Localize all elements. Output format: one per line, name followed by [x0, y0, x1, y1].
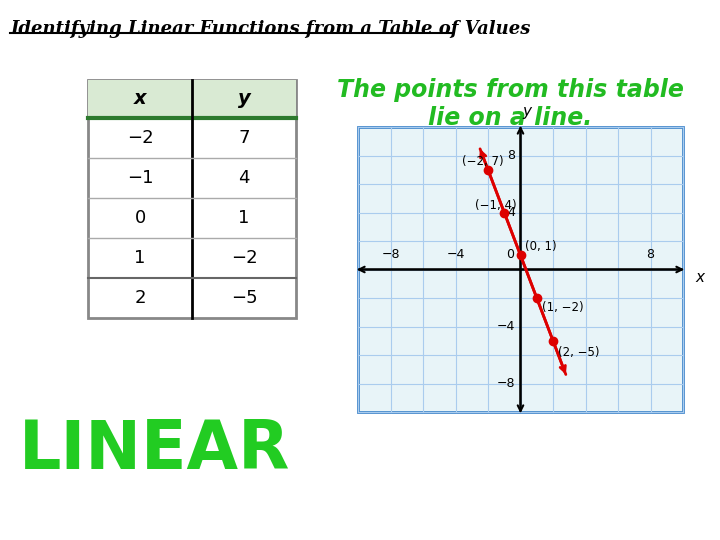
Text: −4: −4: [497, 320, 516, 333]
Text: −8: −8: [497, 377, 516, 390]
Text: 7: 7: [238, 129, 250, 147]
Text: x: x: [134, 90, 146, 109]
Text: 8: 8: [647, 247, 654, 260]
Text: −5: −5: [230, 289, 257, 307]
Text: LINEAR: LINEAR: [19, 417, 291, 483]
Text: (−2, 7): (−2, 7): [462, 154, 503, 168]
Text: Identifying Linear Functions from a Table of Values: Identifying Linear Functions from a Tabl…: [10, 20, 531, 38]
Text: −1: −1: [127, 169, 153, 187]
Text: 0: 0: [135, 209, 145, 227]
Text: y: y: [522, 104, 531, 119]
Text: 1: 1: [135, 249, 145, 267]
Bar: [88, 80, 296, 118]
Text: −4: −4: [446, 247, 464, 260]
Text: x: x: [695, 270, 704, 285]
Text: 4: 4: [238, 169, 250, 187]
Text: y: y: [238, 90, 251, 109]
Text: −2: −2: [230, 249, 257, 267]
Text: 0: 0: [506, 247, 515, 260]
Text: 1: 1: [238, 209, 250, 227]
Text: 4: 4: [508, 206, 516, 219]
Text: −2: −2: [127, 129, 153, 147]
Text: The points from this table
lie on a line.: The points from this table lie on a line…: [336, 78, 683, 130]
Text: (0, 1): (0, 1): [526, 240, 557, 253]
Text: 2: 2: [134, 289, 145, 307]
Text: −8: −8: [382, 247, 400, 260]
Bar: [358, 127, 683, 412]
Text: (1, −2): (1, −2): [541, 301, 583, 314]
Text: (−1, 4): (−1, 4): [475, 199, 517, 212]
Text: 8: 8: [508, 149, 516, 162]
Bar: [88, 80, 296, 318]
Text: (2, −5): (2, −5): [558, 346, 599, 359]
